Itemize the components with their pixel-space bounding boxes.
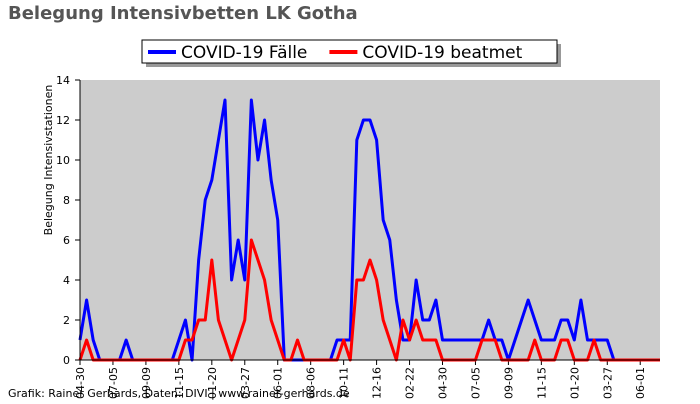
x-tick-label: 04-30 xyxy=(74,367,87,399)
y-tick-label: 0 xyxy=(63,354,70,367)
y-tick-label: 4 xyxy=(63,274,70,287)
x-tick-label: 12-16 xyxy=(371,367,384,399)
y-tick-label: 8 xyxy=(63,194,70,207)
x-tick-label: 06-01 xyxy=(634,367,647,399)
x-tick-label: 10-11 xyxy=(338,367,351,399)
source-note: Grafik: Rainer Gerhards, Daten: DIVI | w… xyxy=(8,387,350,400)
legend: COVID-19 Fälle COVID-19 beatmet xyxy=(141,39,561,67)
y-tick-label: 6 xyxy=(63,234,70,247)
legend-label: COVID-19 Fälle xyxy=(181,43,307,63)
y-tick-label: 14 xyxy=(56,74,70,87)
x-tick-label: 08-06 xyxy=(305,367,318,399)
x-tick-label: 07-05 xyxy=(469,367,482,399)
x-tick-label: 06-01 xyxy=(272,367,285,399)
y-tick-label: 2 xyxy=(63,314,70,327)
x-tick-label: 09-09 xyxy=(502,367,515,399)
chart-title: Belegung Intensivbetten LK Gotha xyxy=(8,3,358,24)
x-tick-label: 09-09 xyxy=(140,367,153,399)
x-tick-label: 03-27 xyxy=(239,367,252,399)
plot-area xyxy=(80,80,660,360)
legend-label: COVID-19 beatmet xyxy=(362,43,522,63)
y-tick-label: 12 xyxy=(56,114,70,127)
y-axis-label: Belegung Intensivstationen xyxy=(42,85,55,236)
x-tick-label: 03-27 xyxy=(601,367,614,399)
x-tick-label: 01-20 xyxy=(568,367,581,399)
x-tick-label: 07-05 xyxy=(107,367,120,399)
series-line xyxy=(78,98,660,362)
x-tick-label: 11-15 xyxy=(535,367,548,399)
x-tick-label: 02-22 xyxy=(404,367,417,399)
y-tick-label: 10 xyxy=(56,154,70,167)
x-tick-label: 11-15 xyxy=(173,367,186,399)
x-tick-label: 04-30 xyxy=(437,367,450,399)
x-tick-label: 01-20 xyxy=(206,367,219,399)
